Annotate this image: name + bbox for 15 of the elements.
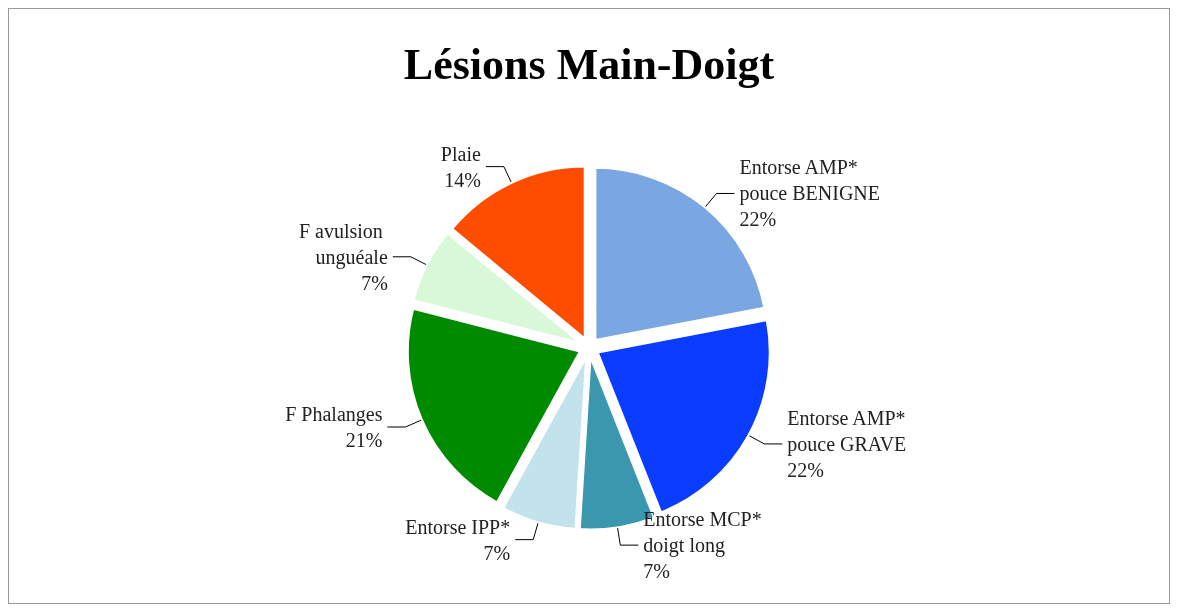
- slice-label: Plaie: [440, 142, 481, 165]
- slice-label: F avulsion unguéale: [298, 219, 388, 269]
- data-label: 7%: [643, 560, 670, 583]
- data-label: 7%: [361, 271, 388, 294]
- slice-label: Entorse IPP*: [405, 515, 511, 538]
- data-label: 22%: [787, 458, 824, 481]
- slice-label: F Phalanges: [285, 403, 383, 427]
- data-label: 7%: [483, 541, 511, 564]
- data-label: 14%: [444, 168, 481, 191]
- slice-label: Entorse AMP* pouce GRAVE: [787, 406, 911, 456]
- slice-label: Entorse AMP* pouce BENIGNE: [739, 156, 881, 206]
- data-label: 21%: [345, 429, 383, 452]
- chart-title: Lésions Main-Doigt: [403, 39, 775, 89]
- data-label: 22%: [739, 208, 777, 231]
- slice-label: Entorse MCP* doigt long: [643, 508, 767, 558]
